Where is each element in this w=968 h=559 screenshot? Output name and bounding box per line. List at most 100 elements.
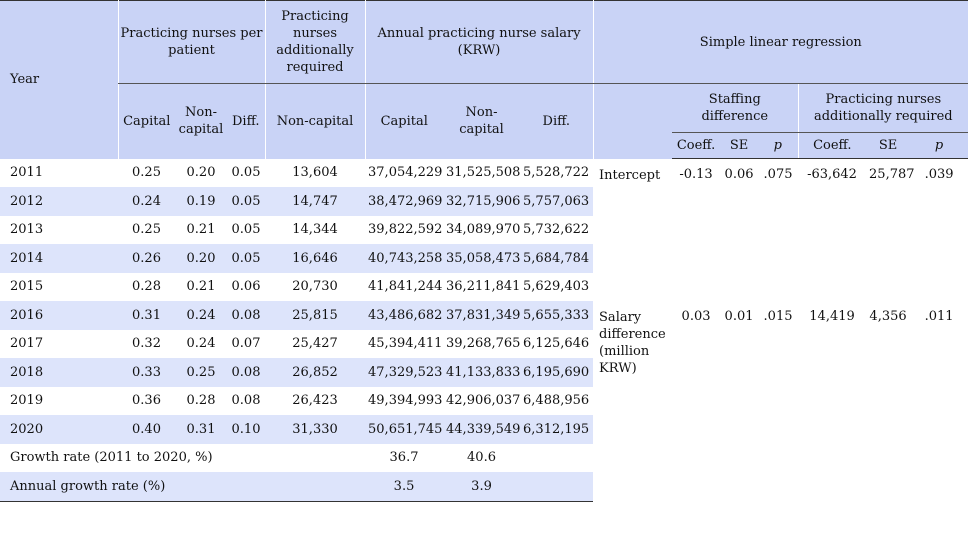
table-row: 2013 0.25 0.21 0.05 14,344 39,822,592 34… (0, 215, 968, 244)
header-salary-diff: Diff. (520, 83, 594, 159)
capital-cell: 0.36 (118, 386, 175, 415)
table-row: 2020 0.40 0.31 0.10 31,330 50,651,745 44… (0, 415, 968, 444)
salary-capital-cell: 47,329,523 (365, 358, 444, 387)
capital-cell: 0.24 (118, 187, 175, 216)
salary-diff-cell: 5,528,722 (520, 158, 594, 187)
salary-staff-coeff: 0.03 (672, 301, 721, 501)
year-cell: 2012 (0, 187, 118, 216)
header-staff-p: p (758, 132, 799, 159)
non-capital-cell: 0.24 (175, 301, 227, 330)
header-reg-additionally-required: Practicing nurses additionally required (797, 83, 968, 133)
header-year: Year (0, 0, 118, 159)
required-cell: 16,646 (265, 244, 366, 273)
header-req-p: p (910, 132, 968, 159)
salary-non-capital-cell: 41,133,833 (443, 358, 520, 387)
salary-non-capital-cell: 34,089,970 (443, 215, 520, 244)
salary-diff-cell: 6,312,195 (520, 415, 594, 444)
annual-growth-row: Annual growth rate (%) 3.5 3.9 (0, 472, 968, 502)
salary-diff-cell: 6,195,690 (520, 358, 594, 387)
salary-diff-cell: 5,684,784 (520, 244, 594, 273)
header-diff: Diff. (227, 83, 266, 159)
required-cell: 25,427 (265, 329, 366, 358)
annual-growth-diff-cell (520, 472, 594, 502)
intercept-req-se: 25,787 (866, 158, 915, 301)
salary-diff-cell: 6,125,646 (520, 329, 594, 358)
salary-diff-cell: 6,488,956 (520, 386, 594, 415)
intercept-staff-se: 0.06 (720, 158, 759, 301)
header-annual-salary: Annual practicing nurse salary (KRW) (364, 0, 594, 84)
salary-staff-p: .015 (758, 301, 799, 501)
salary-req-p: .011 (910, 301, 968, 501)
header-additionally-required: Practicing nurses additionally required (264, 0, 366, 84)
diff-cell: 0.07 (227, 329, 266, 358)
non-capital-cell: 0.31 (175, 415, 227, 444)
salary-non-capital-cell: 36,211,841 (443, 272, 520, 301)
table-row: 2017 0.32 0.24 0.07 25,427 45,394,411 39… (0, 329, 968, 358)
salary-capital-cell: 50,651,745 (365, 415, 444, 444)
capital-cell: 0.32 (118, 329, 175, 358)
header-salary-capital: Capital (364, 83, 444, 159)
required-cell: 14,747 (265, 187, 366, 216)
capital-cell: 0.25 (118, 215, 175, 244)
header-regression-label (592, 83, 673, 159)
diff-cell: 0.05 (227, 187, 266, 216)
year-cell: 2019 (0, 386, 118, 415)
annual-growth-non-capital-cell: 3.9 (443, 472, 521, 502)
diff-cell: 0.08 (227, 358, 266, 387)
salary-capital-cell: 43,486,682 (365, 301, 444, 330)
salary-diff-cell: 5,757,063 (520, 187, 594, 216)
annual-growth-capital-cell: 3.5 (365, 472, 444, 502)
header-non-capital: Non-capital (175, 83, 227, 159)
required-cell: 26,852 (265, 358, 366, 387)
salary-non-capital-cell: 39,268,765 (443, 329, 520, 358)
diff-cell: 0.08 (227, 386, 266, 415)
header-salary-non-capital: Non-capital (443, 83, 521, 159)
salary-staff-se: 0.01 (720, 301, 759, 501)
year-cell: 2017 (0, 329, 118, 358)
header-capital: Capital (117, 83, 175, 159)
salary-capital-cell: 39,822,592 (365, 215, 444, 244)
growth-rate-row: Growth rate (2011 to 2020, %) 36.7 40.6 (0, 443, 968, 472)
capital-cell: 0.26 (118, 244, 175, 273)
non-capital-cell: 0.28 (175, 386, 227, 415)
required-cell: 26,423 (265, 386, 366, 415)
intercept-req-p: .039 (910, 158, 968, 301)
table-row: 2011 0.25 0.20 0.05 13,604 37,054,229 31… (0, 158, 968, 301)
intercept-staff-coeff: -0.13 (672, 158, 721, 301)
table-row: 2019 0.36 0.28 0.08 26,423 49,394,993 42… (0, 386, 968, 415)
year-cell: 2014 (0, 244, 118, 273)
salary-non-capital-cell: 35,058,473 (443, 244, 520, 273)
year-cell: 2015 (0, 272, 118, 301)
salary-capital-cell: 40,743,258 (365, 244, 444, 273)
nurse-staffing-table: Year Practicing nurses per patient Pract… (0, 0, 968, 502)
capital-cell: 0.28 (118, 272, 175, 301)
non-capital-cell: 0.20 (175, 244, 227, 273)
year-cell: 2020 (0, 415, 118, 444)
header-regression: Simple linear regression (592, 0, 968, 84)
required-cell: 20,730 (265, 272, 366, 301)
regression-salary-label: Salary difference (million KRW) (593, 301, 673, 501)
regression-intercept-label: Intercept (593, 158, 673, 301)
salary-non-capital-cell: 42,906,037 (443, 386, 520, 415)
salary-capital-cell: 45,394,411 (365, 329, 444, 358)
non-capital-cell: 0.25 (175, 358, 227, 387)
salary-req-se: 4,356 (866, 301, 911, 501)
intercept-req-coeff: -63,642 (798, 158, 867, 301)
table-row: 2018 0.33 0.25 0.08 26,852 47,329,523 41… (0, 358, 968, 387)
header-nurses-per-patient: Practicing nurses per patient (117, 0, 266, 84)
diff-cell: 0.08 (227, 301, 266, 330)
capital-cell: 0.40 (118, 415, 175, 444)
required-cell: 25,815 (265, 301, 366, 330)
year-cell: 2016 (0, 301, 118, 330)
header-staff-coeff: Coeff. (672, 132, 721, 159)
diff-cell: 0.05 (227, 158, 266, 187)
non-capital-cell: 0.21 (175, 215, 227, 244)
header-staff-se: SE (720, 132, 759, 159)
required-cell: 13,604 (265, 158, 366, 187)
diff-cell: 0.05 (227, 215, 266, 244)
required-cell: 31,330 (265, 415, 366, 444)
salary-diff-cell: 5,732,622 (520, 215, 594, 244)
salary-non-capital-cell: 37,831,349 (443, 301, 520, 330)
table-row: 2012 0.24 0.19 0.05 14,747 38,472,969 32… (0, 187, 968, 216)
year-cell: 2018 (0, 358, 118, 387)
